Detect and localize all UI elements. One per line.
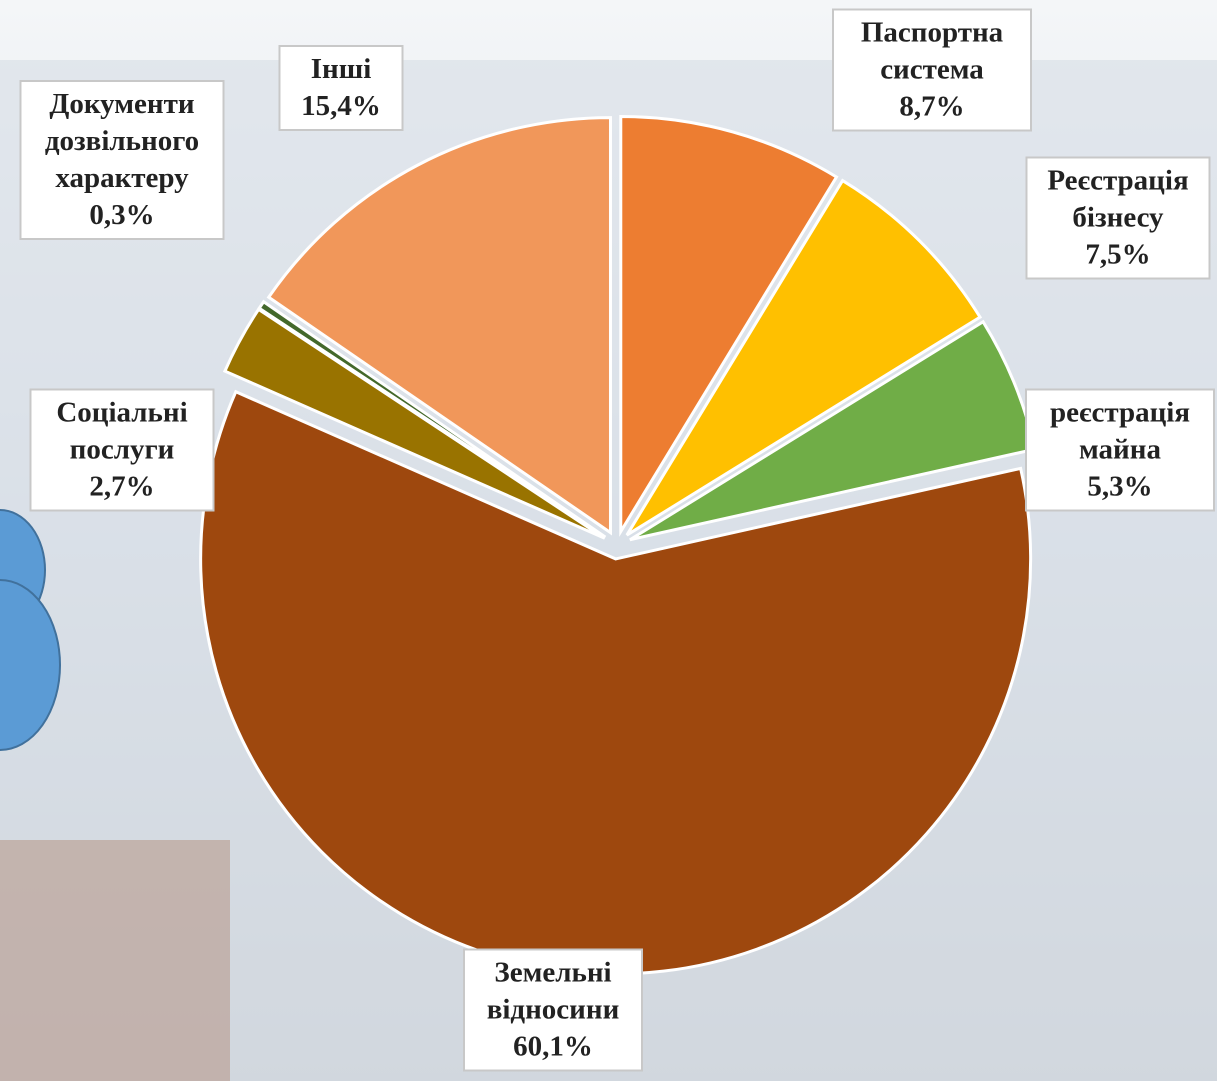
value-label: 8,7% [899, 90, 965, 123]
value-label: 5,3% [1087, 470, 1153, 503]
decor-circle [0, 579, 61, 751]
category-label: Земельні відносини [486, 956, 620, 1026]
value-label: 15,4% [301, 90, 381, 122]
pie-slice [257, 299, 607, 539]
value-label: 2,7% [89, 470, 155, 503]
data-label: Соціальні послуги 2,7% [29, 388, 215, 512]
category-label: Документи дозвільного характеру [44, 88, 200, 194]
value-label: 60,1% [513, 1030, 593, 1063]
data-label: Паспортна система 8,7% [832, 8, 1032, 132]
value-label: 7,5% [1085, 238, 1151, 271]
building-corner [0, 840, 230, 1081]
category-label: Паспортна система [860, 16, 1004, 86]
category-label: Інші [310, 53, 372, 85]
data-label: Реєстрація бізнесу 7,5% [1025, 156, 1211, 280]
category-label: Реєстрація бізнесу [1047, 164, 1189, 234]
value-label: 0,3% [89, 199, 155, 231]
pie [199, 115, 1037, 976]
data-label: Документи дозвільного характеру 0,3% [19, 80, 225, 240]
pie-slice [266, 116, 612, 536]
category-label: реєстрація майна [1049, 396, 1191, 466]
pie-slice [625, 178, 983, 537]
category-label: Соціальні послуги [56, 396, 188, 466]
data-label: Земельні відносини 60,1% [463, 948, 643, 1072]
data-label: Інші 15,4% [278, 45, 404, 131]
pie-slice [619, 115, 839, 537]
data-label: реєстрація майна 5,3% [1025, 388, 1215, 512]
